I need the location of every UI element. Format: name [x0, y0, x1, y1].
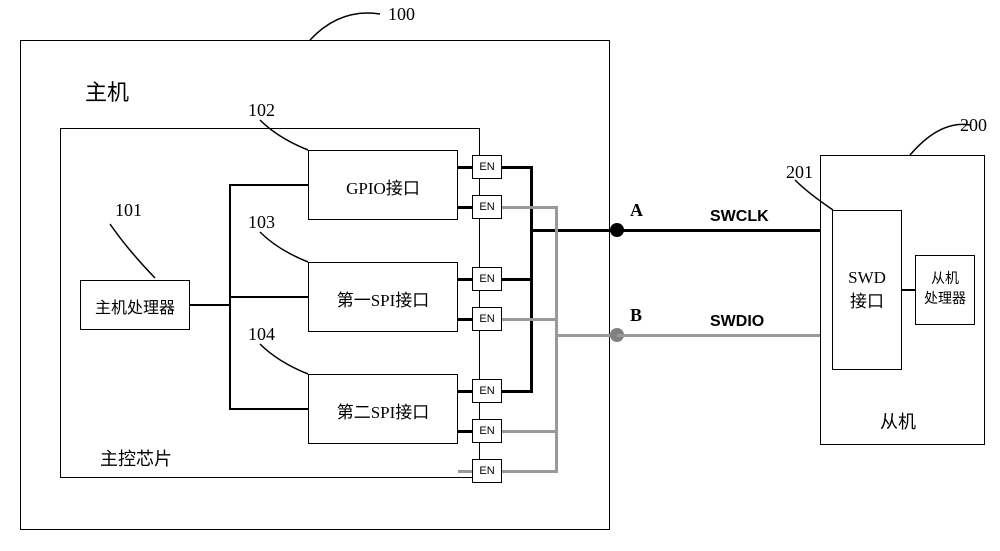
- en2-h: [502, 206, 558, 209]
- swclk-line: [617, 229, 832, 232]
- en7-h: [502, 470, 558, 473]
- swd-l2: 接口: [850, 292, 884, 311]
- node-a-label: A: [630, 200, 643, 221]
- slave-title: 从机: [880, 408, 916, 434]
- ref-100: 100: [388, 4, 415, 25]
- b-to-node: [555, 334, 617, 337]
- en-box-6: EN: [472, 419, 502, 443]
- stub-spi2-en6: [458, 430, 472, 433]
- host-processor-label: 主机处理器: [81, 294, 189, 318]
- black-bus-v: [530, 166, 533, 393]
- leader-201: [793, 178, 843, 218]
- swdio-line: [617, 334, 832, 337]
- en4-h: [502, 318, 558, 321]
- bus-spi2: [229, 408, 308, 410]
- host-title: 主机: [85, 75, 129, 107]
- bus-gpio: [229, 184, 308, 186]
- swd-l1: SWD: [848, 268, 886, 287]
- spi2-label: 第二SPI接口: [309, 398, 457, 423]
- swd-box: SWD 接口: [832, 210, 902, 370]
- leader-102: [258, 118, 318, 158]
- gpio-box: GPIO接口: [308, 150, 458, 220]
- en5-h: [502, 390, 533, 393]
- swd-to-proc: [902, 289, 915, 291]
- en6-h: [502, 430, 558, 433]
- spi1-box: 第一SPI接口: [308, 262, 458, 332]
- en-box-1: EN: [472, 155, 502, 179]
- en-box-4: EN: [472, 307, 502, 331]
- stub-spi1-en4: [458, 318, 472, 321]
- ref-103: 103: [248, 212, 275, 233]
- en-box-5: EN: [472, 379, 502, 403]
- ref-102: 102: [248, 100, 275, 121]
- ref-200: 200: [960, 115, 987, 136]
- slave-proc-l1: 从机: [931, 272, 959, 287]
- en3-h: [502, 278, 533, 281]
- stub-en7: [458, 470, 472, 473]
- bus-spi1: [229, 296, 308, 298]
- en-box-7: EN: [472, 459, 502, 483]
- ref-101: 101: [115, 200, 142, 221]
- en-box-3: EN: [472, 267, 502, 291]
- ref-201: 201: [786, 162, 813, 183]
- a-to-node: [530, 229, 617, 232]
- spi1-label: 第一SPI接口: [309, 286, 457, 311]
- node-b-label: B: [630, 305, 642, 326]
- stub-spi1-en3: [458, 278, 472, 281]
- gpio-label: GPIO接口: [309, 174, 457, 199]
- ref-104: 104: [248, 324, 275, 345]
- host-processor-box: 主机处理器: [80, 280, 190, 330]
- swdio-label: SWDIO: [710, 313, 764, 331]
- leader-103: [258, 230, 318, 270]
- gray-bus-v: [555, 206, 558, 473]
- leader-100: [310, 8, 390, 48]
- swclk-label: SWCLK: [710, 208, 769, 226]
- chip-title: 主控芯片: [100, 445, 172, 471]
- leader-104: [258, 342, 318, 382]
- en-box-2: EN: [472, 195, 502, 219]
- slave-proc-box: 从机 处理器: [915, 255, 975, 325]
- stub-spi2-en5: [458, 390, 472, 393]
- proc-stub: [190, 304, 231, 306]
- en1-h: [502, 166, 533, 169]
- slave-proc-l2: 处理器: [924, 292, 966, 307]
- stub-gpio-en1: [458, 166, 472, 169]
- leader-101: [110, 220, 170, 280]
- stub-gpio-en2: [458, 206, 472, 209]
- spi2-box: 第二SPI接口: [308, 374, 458, 444]
